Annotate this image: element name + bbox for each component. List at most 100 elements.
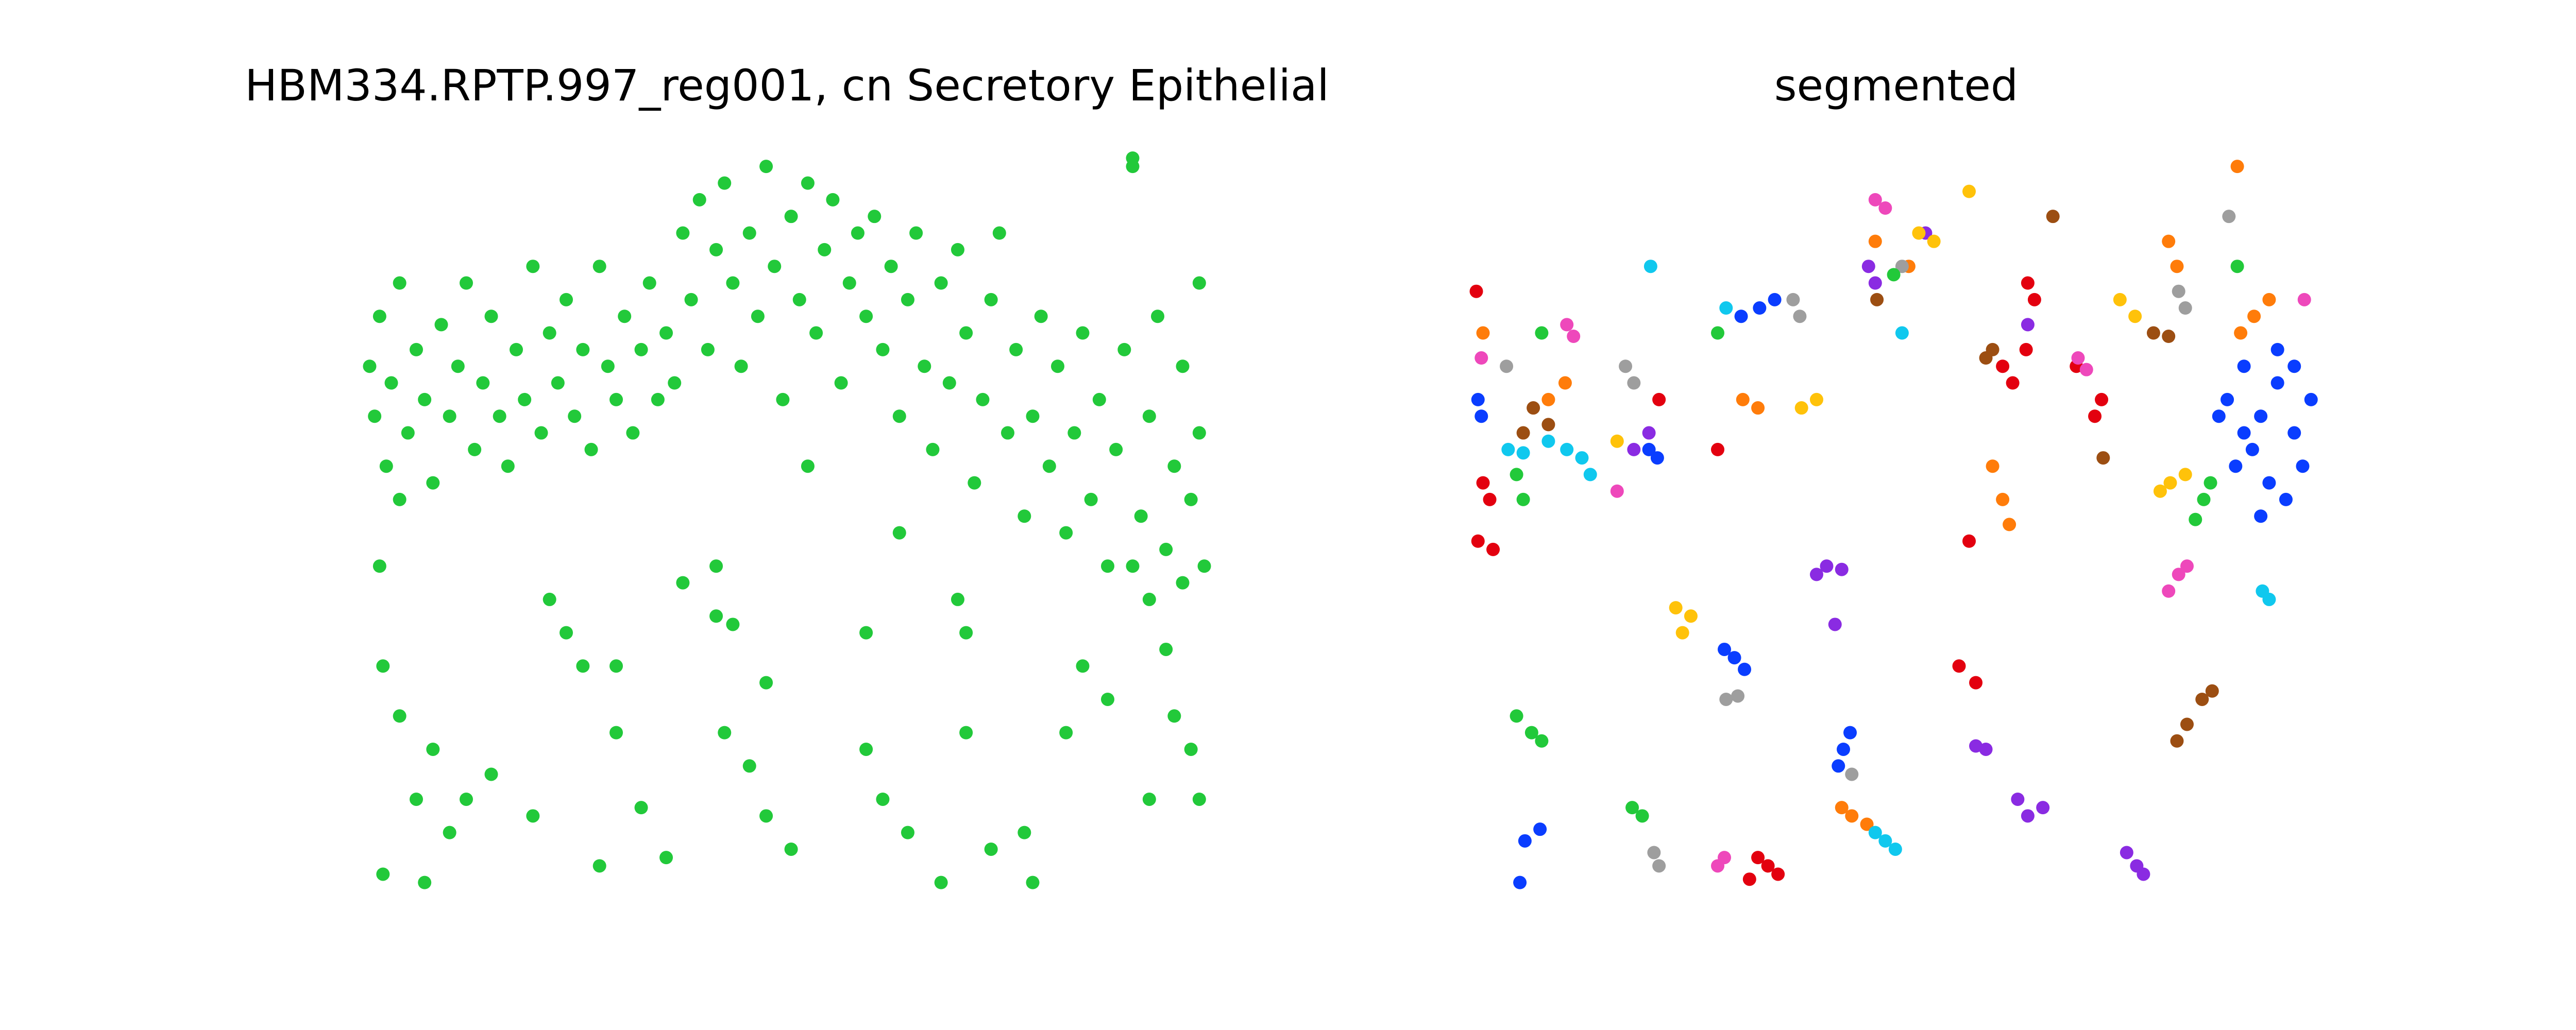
point [1809, 392, 1823, 406]
point [2270, 376, 2284, 390]
point [1738, 662, 1752, 676]
point [1050, 359, 1064, 373]
point [968, 476, 981, 490]
point [1642, 442, 1656, 456]
point [1684, 609, 1698, 623]
point [443, 409, 456, 423]
point [792, 293, 806, 306]
point [2079, 363, 2093, 376]
point [1510, 709, 1523, 723]
point [2021, 276, 2035, 290]
point [526, 809, 540, 823]
point [1786, 293, 1800, 306]
point [476, 376, 490, 390]
point [784, 210, 798, 224]
point [2071, 351, 2085, 365]
point [576, 342, 590, 356]
point [1969, 739, 1983, 753]
point [1192, 426, 1206, 440]
point [1835, 801, 1849, 815]
point [1887, 268, 1901, 282]
point [393, 276, 406, 290]
point [1476, 326, 1490, 340]
point [659, 326, 673, 340]
point [518, 392, 532, 406]
point [1647, 846, 1661, 860]
point [1718, 642, 1732, 656]
point [1516, 446, 1530, 460]
point [363, 359, 377, 373]
point [1835, 562, 1849, 576]
point [443, 826, 456, 839]
point [1771, 867, 1785, 881]
point [2153, 484, 2167, 498]
point [2172, 284, 2185, 298]
point [1969, 676, 1983, 690]
point [1878, 201, 1892, 215]
point [2205, 684, 2219, 698]
point [484, 310, 498, 323]
point [1669, 601, 1683, 615]
point [1524, 726, 1538, 740]
point [1109, 442, 1123, 456]
point [426, 476, 440, 490]
point [2189, 512, 2202, 526]
point [1560, 442, 1574, 456]
point [1986, 459, 1999, 473]
point [410, 792, 423, 806]
point [2163, 476, 2177, 490]
point [2212, 409, 2226, 423]
point [2270, 342, 2284, 356]
point [2230, 260, 2244, 273]
point [742, 226, 756, 240]
point [2204, 476, 2217, 490]
point [1518, 834, 1532, 848]
point [2006, 376, 2020, 390]
point [1126, 559, 1140, 573]
point [918, 359, 931, 373]
point [510, 342, 523, 356]
point [1026, 409, 1040, 423]
point [1996, 359, 2010, 373]
point [1751, 401, 1765, 415]
point [401, 426, 415, 440]
point [642, 276, 656, 290]
point [992, 226, 1006, 240]
point [1150, 310, 1164, 323]
point [379, 459, 393, 473]
point [2162, 330, 2176, 344]
point [1868, 276, 1882, 290]
point [393, 492, 406, 506]
point [2027, 293, 2041, 306]
point [609, 392, 623, 406]
point [493, 409, 506, 423]
point [534, 426, 548, 440]
point [1510, 468, 1523, 482]
point [1059, 726, 1073, 740]
point [2247, 310, 2261, 323]
point [1809, 568, 1823, 581]
point [592, 859, 606, 873]
point [592, 260, 606, 273]
point [1558, 376, 1572, 390]
point [1197, 559, 1211, 573]
point [609, 726, 623, 740]
point [826, 193, 840, 207]
point [1727, 651, 1741, 665]
point [1009, 342, 1023, 356]
point [1541, 392, 1555, 406]
point [393, 709, 406, 723]
point [1711, 326, 1725, 340]
point [1860, 817, 1874, 831]
chart-title: HBM334.RPTP.997_reg001, cn Secretory Epi… [245, 60, 1329, 111]
point [1516, 426, 1530, 440]
point [1845, 809, 1859, 823]
point [2180, 559, 2194, 573]
point [2088, 409, 2102, 423]
point [1868, 234, 1882, 248]
point [468, 442, 482, 456]
point [1627, 376, 1641, 390]
point [1845, 767, 1859, 781]
point [1996, 492, 2010, 506]
